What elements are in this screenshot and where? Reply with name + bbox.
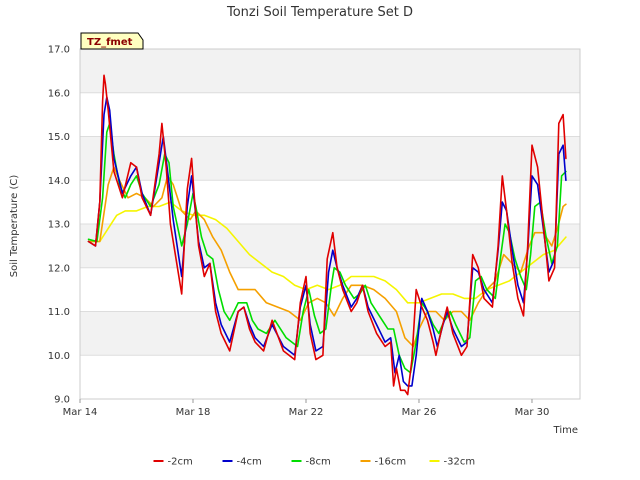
legend-item: -2cm [153,457,193,468]
legend-label: -8cm [306,457,331,468]
plot-band [80,92,580,137]
plot-band [80,49,580,93]
legend-item: -8cm [291,457,331,468]
y-tick-label: 13.0 [48,220,70,231]
y-tick-label: 12.0 [48,263,70,274]
legend-label: -4cm [237,457,262,468]
series-layer [87,74,567,396]
y-tick-label: 10.0 [48,351,70,362]
x-axis: Mar 14 Mar 18 Mar 22 Mar 26 Mar 30 [63,399,550,418]
series-line-2cm [87,74,567,396]
station-badge-box [80,32,144,50]
x-tick-label: Mar 26 [402,407,437,418]
station-badge: TZ_fmet [80,32,144,50]
plot-border [79,48,581,400]
y-tick-label: 16.0 [48,88,70,99]
legend-label: -2cm [168,457,193,468]
x-axis-label: Time [553,425,578,436]
y-tick-label: 9.0 [54,395,70,406]
legend-item: -4cm [222,457,262,468]
x-tick-label: Mar 14 [63,407,98,418]
y-axis-label: Soil Temperature (C) [9,175,20,278]
legend-item: -32cm [429,457,476,468]
y-tick-label: 14.0 [48,176,70,187]
legend-label: -32cm [444,457,476,468]
y-tick-label: 15.0 [48,132,70,143]
x-tick-label: Mar 18 [176,407,211,418]
legend: -2cm -4cm -8cm -16cm -32cm [153,457,476,468]
plot-band [80,355,580,399]
legend-item: -16cm [360,457,407,468]
y-axis: 9.0 10.0 11.0 12.0 13.0 14.0 15.0 16.0 17.0 [48,45,70,406]
legend-label: -16cm [375,457,407,468]
x-tick-label: Mar 22 [289,407,324,418]
y-tick-label: 11.0 [48,307,70,318]
chart-title: Tonzi Soil Temperature Set D [226,5,413,20]
plot-band [80,180,580,224]
station-badge-label: TZ_fmet [87,37,133,48]
x-tick-label: Mar 30 [515,407,550,418]
plot-band [80,311,580,356]
plot-band [80,136,580,181]
y-tick-label: 17.0 [48,45,70,56]
